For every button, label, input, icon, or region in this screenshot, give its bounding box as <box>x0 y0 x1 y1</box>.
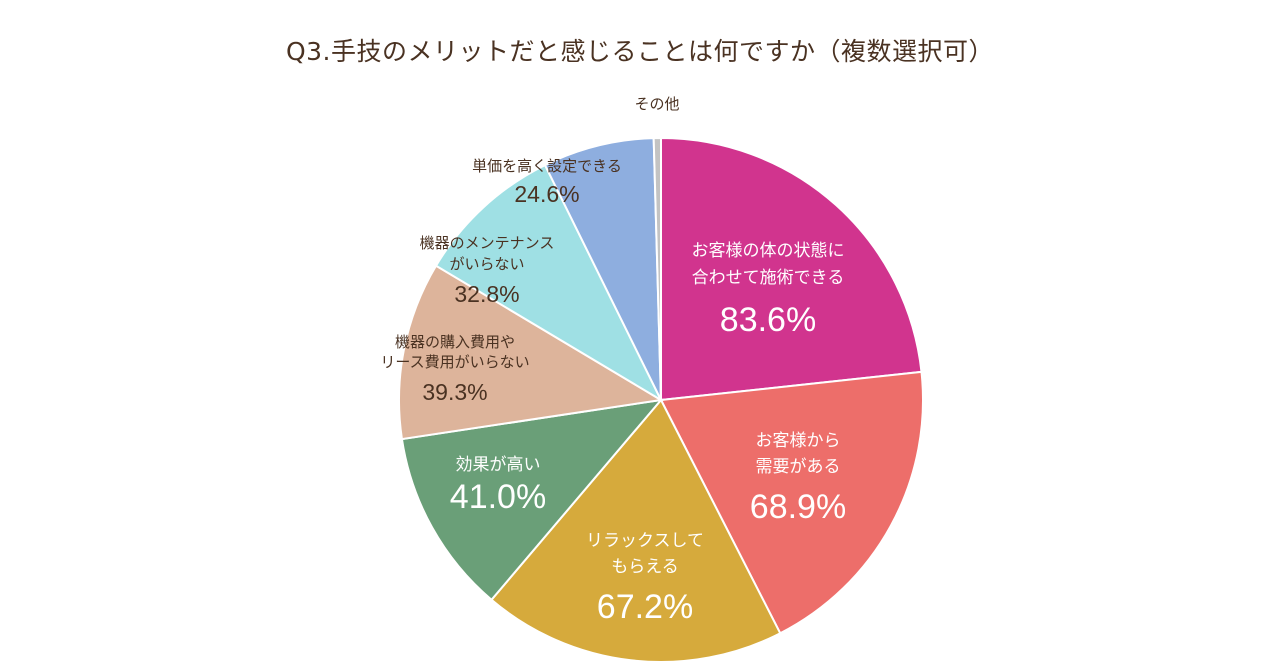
slice-label: もらえる <box>611 557 679 577</box>
slice-value-label: 32.8% <box>454 281 519 307</box>
slice-value-label: 67.2% <box>597 588 693 626</box>
slice-value-label: 39.3% <box>422 379 487 405</box>
slice-label: リラックスして <box>586 531 704 551</box>
pie-slice <box>659 370 924 635</box>
slice-label: お客様の体の状態に <box>692 241 845 261</box>
pie-slice <box>652 136 662 401</box>
slice-label: 効果が高い <box>456 455 541 475</box>
pie-slice <box>434 163 664 403</box>
slice-label: がいらない <box>449 255 524 273</box>
pie-slice <box>543 137 662 401</box>
pie-slice <box>398 264 664 441</box>
slice-label: 機器の購入費用や <box>395 333 515 351</box>
slice-label: 機器のメンテナンス <box>420 234 555 252</box>
slice-label: 需要がある <box>756 457 841 477</box>
slice-label: お客様から <box>756 431 841 451</box>
pie-slice <box>490 398 782 663</box>
slice-label: 単価を高く設定できる <box>472 157 622 175</box>
slice-value-label: 83.6% <box>720 301 816 339</box>
slice-value-label: 24.6% <box>514 181 579 207</box>
slice-value-label: 68.9% <box>750 488 846 526</box>
pie-slice <box>660 136 923 402</box>
slice-label: 合わせて施術できる <box>692 268 845 288</box>
slice-label: リース費用がいらない <box>380 353 529 371</box>
pie-slice <box>400 398 664 602</box>
chart-title: Q3.手技のメリットだと感じることは何ですか（複数選択可） <box>285 37 995 66</box>
slice-value-label: 41.0% <box>450 478 546 516</box>
slice-label: その他 <box>634 95 679 113</box>
